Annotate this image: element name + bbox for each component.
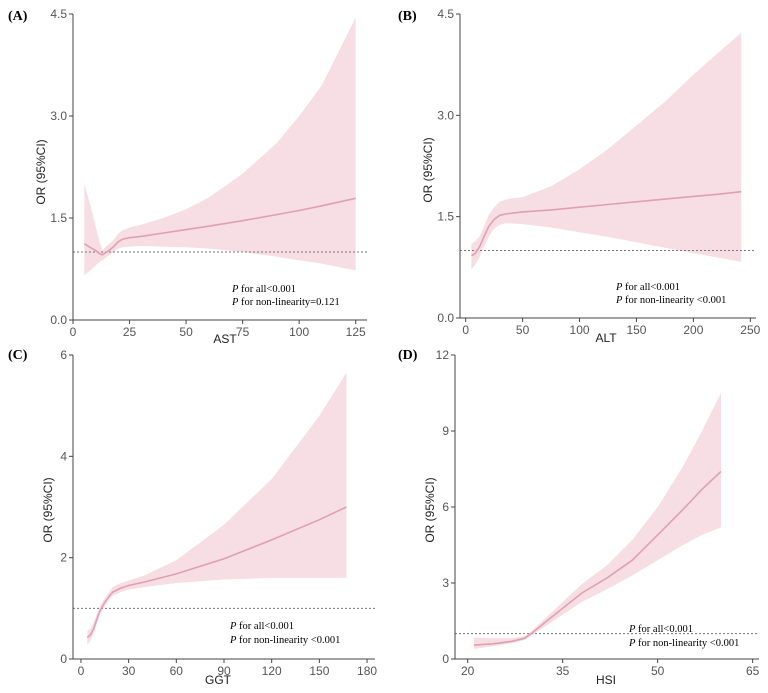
p-value-all-text: for all<0.001	[241, 284, 296, 295]
y-tick-label: 0	[442, 652, 449, 666]
panel-label: (B)	[398, 9, 417, 24]
p-value-nonlinearity-text: for non-linearity <0.001	[239, 635, 340, 646]
y-tick-label: 3.0	[50, 109, 67, 123]
panel-c: (C) GGT OR (95%CI) P for all<0.001 P for…	[8, 348, 377, 687]
y-tick-label: 12	[436, 348, 450, 362]
p-symbol: P	[628, 638, 636, 649]
plot-area	[460, 32, 756, 270]
x-tick-label: 0	[78, 664, 85, 678]
x-axis-title: ALT	[595, 331, 617, 345]
x-axis-title: AST	[213, 332, 237, 346]
x-tick-label: 90	[217, 664, 231, 678]
p-value-all: P for all<0.001	[231, 284, 296, 295]
p-value-all: P for all<0.001	[628, 624, 693, 635]
y-axis-title: OR (95%CI)	[421, 137, 435, 202]
y-tick-label: 0	[60, 652, 67, 666]
y-tick-label: 0.0	[437, 311, 454, 325]
p-value-nonlinearity: P for non-linearity <0.001	[229, 635, 340, 646]
confidence-band	[84, 17, 356, 276]
x-tick-label: 60	[170, 664, 184, 678]
or-curve	[83, 197, 356, 256]
x-tick-label: 0	[462, 323, 469, 337]
y-tick-label: 3.0	[437, 108, 454, 122]
plot-area	[455, 393, 759, 649]
panel-label: (D)	[398, 348, 418, 363]
y-axis-title: OR (95%CI)	[41, 477, 55, 542]
x-tick-label: 0	[70, 325, 77, 339]
y-tick-label: 9	[442, 424, 449, 438]
x-tick-label: 100	[289, 325, 309, 339]
x-tick-label: 250	[740, 323, 760, 337]
y-tick-label: 6	[60, 348, 67, 362]
x-axis-title: HSI	[596, 673, 616, 687]
x-tick-label: 150	[626, 323, 646, 337]
x-tick-label: 35	[556, 664, 570, 678]
x-tick-label: 125	[346, 325, 366, 339]
x-tick-label: 120	[262, 664, 282, 678]
p-symbol: P	[615, 295, 623, 306]
p-symbol: P	[628, 624, 636, 635]
y-tick-label: 1.5	[437, 210, 454, 224]
p-symbol: P	[231, 297, 239, 308]
y-tick-label: 4.5	[437, 7, 454, 21]
or-curve	[473, 470, 722, 646]
p-value-nonlinearity: P for non-linearity <0.001	[628, 638, 739, 649]
p-value-all: P for all<0.001	[229, 621, 294, 632]
y-tick-label: 0.0	[50, 313, 67, 327]
p-value-nonlinearity-text: for non-linearity <0.001	[625, 295, 726, 306]
p-value-all-text: for all<0.001	[638, 624, 693, 635]
x-tick-label: 50	[651, 664, 665, 678]
p-value-nonlinearity: P for non-linearity=0.121	[231, 297, 340, 308]
y-tick-label: 2	[60, 551, 67, 565]
y-tick-label: 1.5	[50, 211, 67, 225]
p-symbol: P	[231, 284, 239, 295]
p-value-all-text: for all<0.001	[625, 282, 680, 293]
panel-d: (D) HSI OR (95%CI) P for all<0.001 P for…	[398, 348, 760, 687]
p-value-nonlinearity-text: for non-linearity <0.001	[638, 638, 739, 649]
x-axis-title: GGT	[205, 673, 232, 687]
x-tick-label: 65	[746, 664, 760, 678]
y-axis-title: OR (95%CI)	[34, 139, 48, 204]
p-value-all: P for all<0.001	[615, 282, 680, 293]
plot-area	[73, 17, 367, 276]
x-tick-label: 20	[461, 664, 475, 678]
y-tick-label: 4	[60, 449, 67, 463]
x-tick-label: 50	[516, 323, 530, 337]
x-tick-label: 50	[179, 325, 193, 339]
x-tick-label: 200	[683, 323, 703, 337]
or-curve	[86, 506, 347, 639]
x-tick-label: 75	[236, 325, 250, 339]
panel-b: (B) ALT OR (95%CI) P for all<0.001 P for…	[398, 7, 761, 345]
panel-label: (A)	[8, 9, 28, 24]
panel-label: (C)	[8, 348, 28, 363]
confidence-band	[474, 393, 721, 649]
x-tick-label: 180	[357, 664, 377, 678]
confidence-band	[87, 372, 347, 645]
x-tick-label: 150	[309, 664, 329, 678]
x-tick-label: 100	[570, 323, 590, 337]
p-symbol: P	[615, 282, 623, 293]
y-axis-title: OR (95%CI)	[423, 477, 437, 542]
y-tick-label: 4.5	[50, 7, 67, 21]
panel-a: (A) AST OR (95%CI) P for all<0.001 P for…	[8, 7, 367, 346]
or-curve	[470, 190, 742, 257]
p-symbol: P	[229, 635, 237, 646]
plot-area	[73, 372, 375, 645]
x-tick-label: 30	[122, 664, 136, 678]
y-tick-label: 6	[442, 500, 449, 514]
p-value-all-text: for all<0.001	[239, 621, 294, 632]
p-symbol: P	[229, 621, 237, 632]
p-value-nonlinearity-text: for non-linearity=0.121	[241, 297, 340, 308]
p-value-nonlinearity: P for non-linearity <0.001	[615, 295, 726, 306]
x-tick-label: 25	[123, 325, 137, 339]
confidence-band	[471, 32, 742, 270]
y-tick-label: 3	[442, 576, 449, 590]
